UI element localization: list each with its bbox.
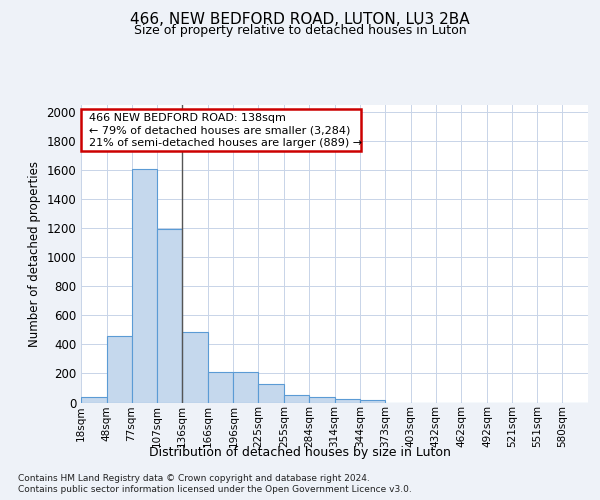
Bar [182, 332, 208, 402]
Text: Distribution of detached houses by size in Luton: Distribution of detached houses by size … [149, 446, 451, 459]
Text: Contains public sector information licensed under the Open Government Licence v3: Contains public sector information licen… [18, 485, 412, 494]
Bar [208, 372, 233, 402]
Bar [309, 396, 335, 402]
Bar [335, 399, 360, 402]
Bar [360, 400, 385, 402]
Bar [284, 395, 309, 402]
Bar [157, 229, 182, 402]
Bar [258, 384, 284, 402]
Text: 21% of semi-detached houses are larger (889) →: 21% of semi-detached houses are larger (… [89, 138, 362, 148]
FancyBboxPatch shape [81, 110, 361, 152]
Text: Contains HM Land Registry data © Crown copyright and database right 2024.: Contains HM Land Registry data © Crown c… [18, 474, 370, 483]
Bar [233, 372, 258, 402]
Y-axis label: Number of detached properties: Number of detached properties [28, 161, 41, 347]
Text: 466 NEW BEDFORD ROAD: 138sqm: 466 NEW BEDFORD ROAD: 138sqm [89, 113, 286, 123]
Text: Size of property relative to detached houses in Luton: Size of property relative to detached ho… [134, 24, 466, 37]
Bar [131, 169, 157, 402]
Text: 466, NEW BEDFORD ROAD, LUTON, LU3 2BA: 466, NEW BEDFORD ROAD, LUTON, LU3 2BA [130, 12, 470, 28]
Text: ← 79% of detached houses are smaller (3,284): ← 79% of detached houses are smaller (3,… [89, 126, 350, 136]
Bar [81, 398, 107, 402]
Bar [107, 336, 131, 402]
